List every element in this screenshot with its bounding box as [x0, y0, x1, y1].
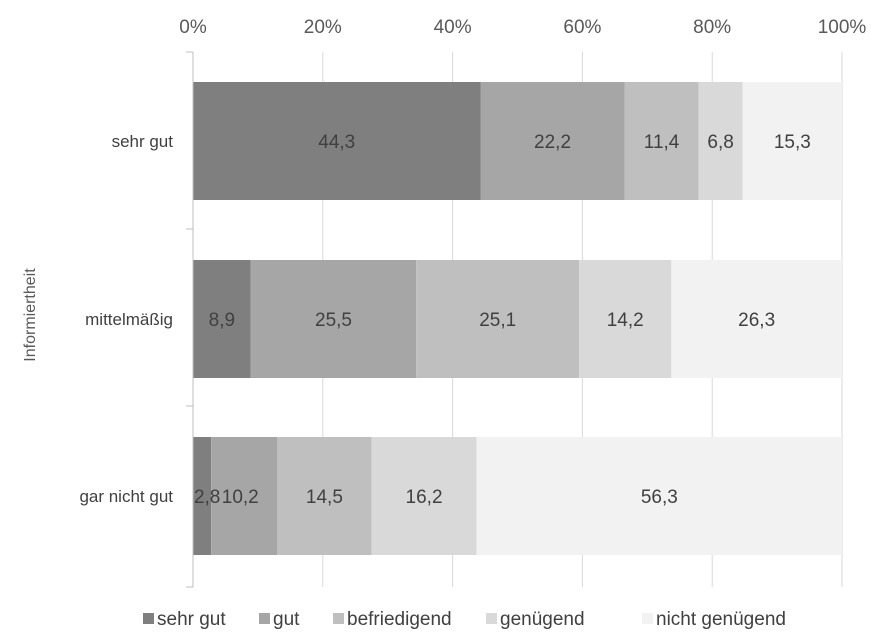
category-label: mittelmäßig [85, 310, 173, 329]
data-label: 16,2 [406, 487, 443, 508]
bar-segment [624, 82, 699, 200]
y-axis-title: Informiertheit [22, 268, 39, 362]
data-label: 25,5 [315, 310, 352, 331]
data-label: 56,3 [641, 487, 678, 508]
legend: sehr gut gut befriedigend genügend nicht gen… [143, 609, 786, 630]
legend-swatch [486, 613, 497, 624]
legend-label: genügend [500, 609, 585, 630]
x-tick-label: 80% [693, 17, 731, 38]
category-label: sehr gut [112, 132, 174, 151]
y-axis: Informiertheit sehr gut mittelmäßig gar ni… [22, 51, 194, 588]
bar-segment [193, 437, 212, 555]
data-label: 15,3 [774, 132, 811, 153]
data-label: 14,5 [306, 487, 343, 508]
x-tick-label: 0% [179, 17, 207, 38]
bar-segment [480, 82, 625, 200]
legend-swatch [259, 613, 270, 624]
category-label: gar nicht gut [79, 487, 173, 506]
legend-swatch [143, 613, 154, 624]
data-label: 26,3 [738, 310, 775, 331]
data-label: 2,8 [194, 487, 220, 508]
bar-segment [193, 260, 251, 378]
x-tick-label: 20% [304, 17, 342, 38]
bar-segment [671, 260, 842, 378]
x-tick-label: 100% [818, 17, 867, 38]
value-labels: 44,3 22,2 11,4 6,8 15,3 8,9 25,5 25,1 14,2 26,3 2,… [194, 132, 811, 508]
bar-segment [579, 260, 672, 378]
legend-label: gut [273, 609, 300, 630]
legend-label: nicht genügend [656, 609, 786, 630]
legend-swatch [333, 613, 344, 624]
data-label: 6,8 [707, 132, 733, 153]
data-label: 22,2 [534, 132, 571, 153]
bar-segment [250, 260, 417, 378]
data-label: 14,2 [607, 310, 644, 331]
bar-segment [742, 82, 842, 200]
legend-swatch [642, 613, 653, 624]
data-label: 10,2 [222, 487, 259, 508]
bar-segment [416, 260, 580, 378]
data-label: 11,4 [644, 132, 680, 153]
data-label: 44,3 [318, 132, 355, 153]
bar-segment [193, 82, 481, 200]
x-tick-label: 60% [563, 17, 601, 38]
data-label: 8,9 [209, 310, 235, 331]
bars [193, 82, 842, 555]
bar-segment [698, 82, 743, 200]
bar-segment [476, 437, 842, 555]
bar-segment [277, 437, 372, 555]
data-label: 25,1 [479, 310, 516, 331]
legend-label: sehr gut [157, 609, 226, 630]
x-tick-label: 40% [434, 17, 472, 38]
bar-segment [371, 437, 477, 555]
legend-label: befriedigend [347, 609, 452, 630]
x-axis: 0% 20% 40% 60% 80% 100% [179, 17, 866, 38]
bar-segment [211, 437, 278, 555]
